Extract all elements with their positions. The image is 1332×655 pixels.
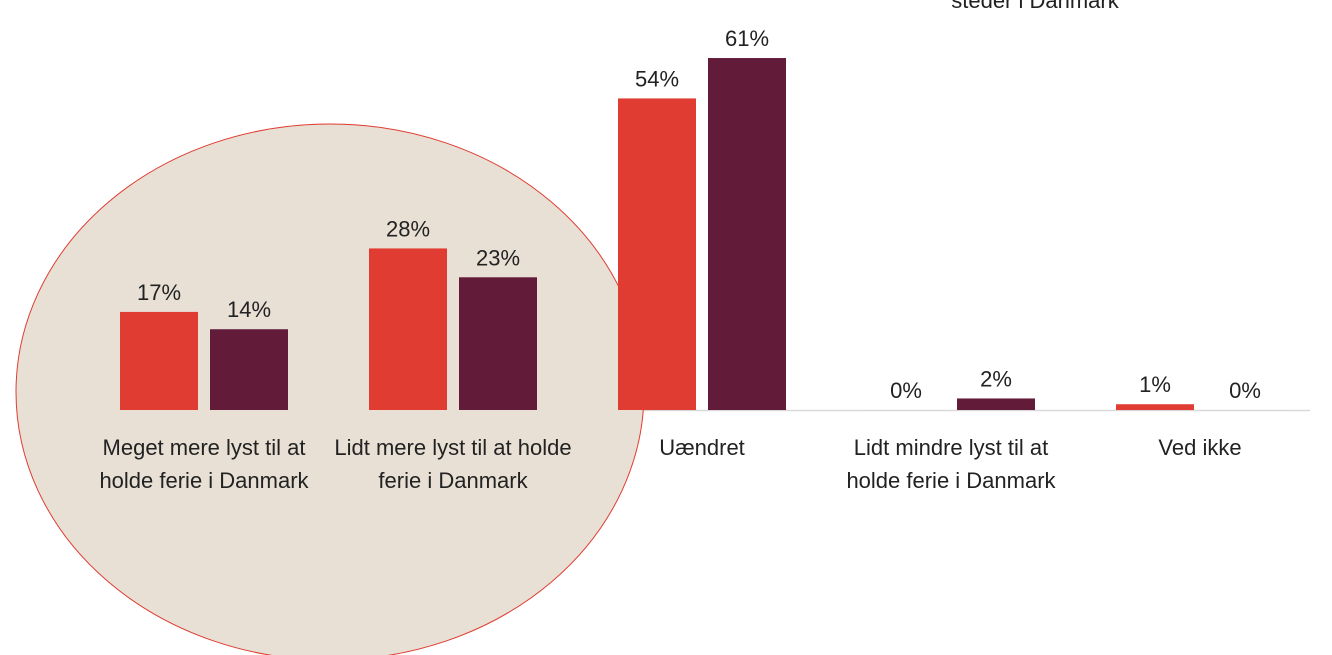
value-label: 0% xyxy=(1229,378,1261,403)
bar xyxy=(1116,404,1194,410)
value-label: 2% xyxy=(980,366,1012,391)
bar xyxy=(708,58,786,410)
x-tick-label: Uændret xyxy=(659,435,745,460)
value-label: 61% xyxy=(725,26,769,51)
x-tick-label: Meget mere lyst til at holde ferie i Danm… xyxy=(99,435,309,493)
x-tick-label: Lidt mere lyst til at holde ferie i Danma… xyxy=(334,435,571,493)
legend-fragment: steder i Danmark xyxy=(951,0,1120,13)
value-label: 0% xyxy=(890,378,922,403)
value-label: 17% xyxy=(137,280,181,305)
bar xyxy=(957,398,1035,410)
value-label: 54% xyxy=(635,66,679,91)
value-label: 23% xyxy=(476,245,520,270)
x-tick-label: Lidt mindre lyst til at holde ferie i Dan… xyxy=(846,435,1056,493)
value-label: 1% xyxy=(1139,372,1171,397)
bar xyxy=(618,98,696,411)
value-label: 14% xyxy=(227,297,271,322)
bar xyxy=(120,311,198,410)
bar xyxy=(369,248,447,410)
x-tick-label: Ved ikke xyxy=(1158,435,1241,460)
highlight-ellipse xyxy=(15,123,645,655)
bar xyxy=(210,329,288,410)
bar xyxy=(459,277,537,410)
value-label: 28% xyxy=(386,216,430,241)
